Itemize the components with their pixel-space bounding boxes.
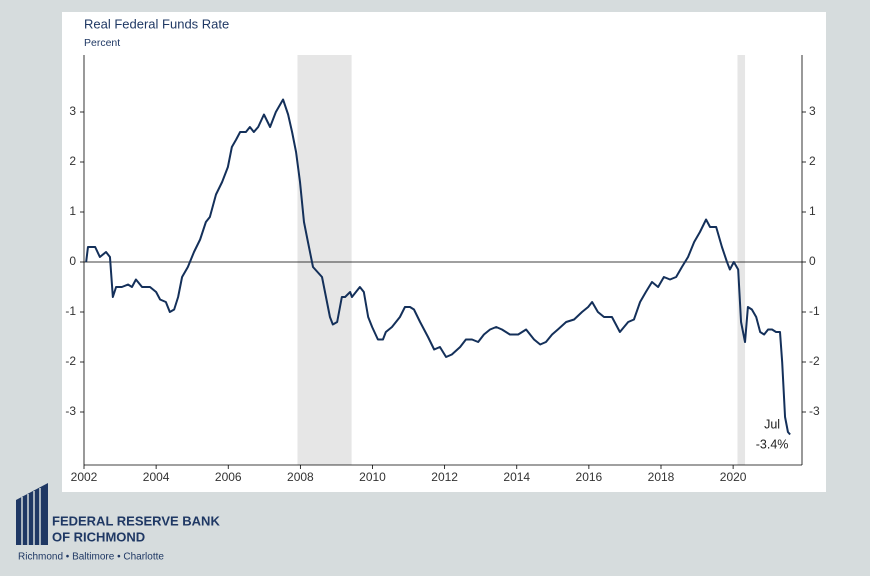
recession-band bbox=[297, 55, 352, 465]
x-tick-label: 2006 bbox=[215, 470, 242, 484]
chart-panel bbox=[62, 12, 826, 492]
y-tick-label: 0 bbox=[809, 254, 816, 268]
y-tick-label: 2 bbox=[809, 154, 816, 168]
x-tick-label: 2018 bbox=[648, 470, 675, 484]
plot: -3 -3 -2 -2 -1 -1 0 0 1 1 2 2 3 3 2002 2004 2006 2008 2010… bbox=[65, 55, 820, 484]
y-tick-label: 2 bbox=[69, 154, 76, 168]
logo-cities: Richmond • Baltimore • Charlotte bbox=[18, 552, 164, 563]
y-tick-label: -1 bbox=[809, 304, 820, 318]
y-tick-label: -1 bbox=[65, 304, 76, 318]
x-tick-label: 2014 bbox=[503, 470, 530, 484]
y-tick-label: 0 bbox=[69, 254, 76, 268]
x-tick-label: 2002 bbox=[71, 470, 98, 484]
y-tick-label: 1 bbox=[69, 204, 76, 218]
y-tick-label: -3 bbox=[809, 404, 820, 418]
x-tick-label: 2020 bbox=[720, 470, 747, 484]
logo-text: FEDERAL RESERVE BANK bbox=[52, 513, 220, 528]
annotation: -3.4% bbox=[756, 437, 789, 451]
annotation: Jul bbox=[764, 417, 780, 431]
y-tick-label: -2 bbox=[809, 354, 820, 368]
x-tick-label: 2016 bbox=[576, 470, 603, 484]
x-tick-label: 2004 bbox=[143, 470, 170, 484]
logo-mark bbox=[16, 483, 48, 545]
y-tick-label: 3 bbox=[69, 104, 76, 118]
x-tick-label: 2012 bbox=[431, 470, 458, 484]
x-tick-label: 2010 bbox=[359, 470, 386, 484]
y-tick-label: 1 bbox=[809, 204, 816, 218]
y-tick-label: -3 bbox=[65, 404, 76, 418]
y-tick-label: -2 bbox=[65, 354, 76, 368]
x-tick-label: 2008 bbox=[287, 470, 314, 484]
chart-subtitle: Percent bbox=[84, 37, 120, 49]
recession-band bbox=[737, 55, 746, 465]
series-line bbox=[85, 98, 791, 436]
y-tick-label: 3 bbox=[809, 104, 816, 118]
chart-title: Real Federal Funds Rate bbox=[84, 16, 229, 31]
logo-text: OF RICHMOND bbox=[52, 529, 145, 544]
